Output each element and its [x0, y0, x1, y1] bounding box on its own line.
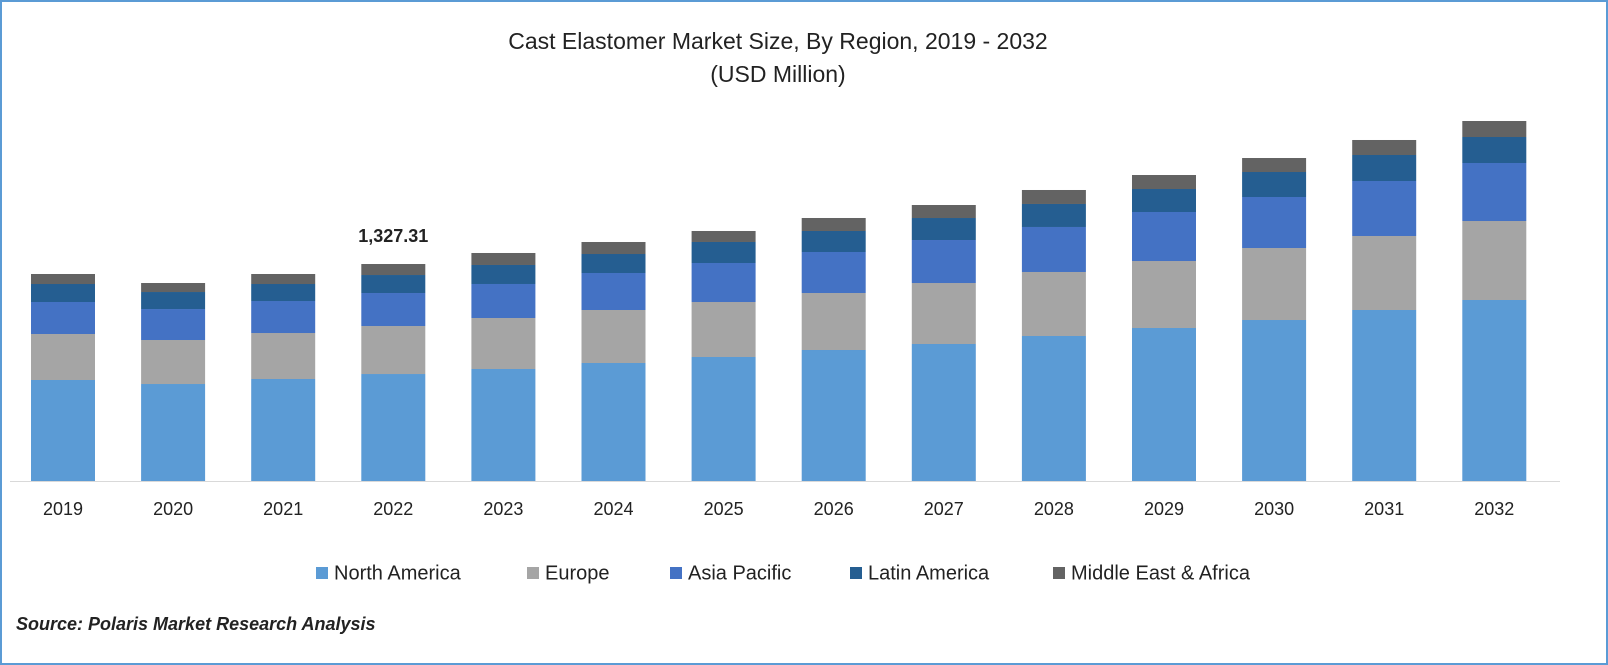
x-tick-label: 2028 [1034, 499, 1074, 519]
bar-segment [471, 317, 536, 369]
x-tick-label: 2030 [1254, 499, 1294, 519]
bar-segment [691, 302, 756, 358]
bar-segment [1242, 172, 1307, 198]
bar-segment [1462, 162, 1527, 222]
x-tick-label: 2026 [814, 499, 854, 519]
legend-swatch [527, 567, 539, 579]
legend-label: Asia Pacific [688, 562, 791, 584]
data-label: 1,327.31 [358, 226, 428, 246]
bar-segment [251, 333, 316, 380]
bar-segment [581, 363, 646, 481]
bar-segment [251, 274, 316, 285]
bar-segment [1242, 320, 1307, 481]
x-tick-label: 2023 [483, 499, 523, 519]
bar-segment [361, 275, 426, 294]
bar-segment [1352, 309, 1417, 481]
bar-segment [911, 218, 976, 241]
bar-segment [1132, 212, 1196, 262]
x-tick-label: 2029 [1144, 499, 1184, 519]
bar-segment [1132, 261, 1196, 328]
bar-segment [251, 379, 316, 481]
bar-segment [361, 293, 426, 327]
x-tick-label: 2022 [373, 499, 413, 519]
bar-segment [251, 284, 316, 302]
x-tick-label: 2024 [593, 499, 633, 519]
bar-segment [471, 264, 536, 284]
bar-segment [801, 217, 866, 231]
bar-segment [31, 274, 95, 285]
bar-segment [471, 368, 536, 481]
bar-segment [1132, 175, 1196, 190]
bar-segment [1242, 248, 1307, 321]
bar-segment [581, 242, 646, 255]
x-tick-label: 2027 [924, 499, 964, 519]
x-tick-label: 2019 [43, 499, 83, 519]
x-tick-label: 2025 [704, 499, 744, 519]
bar-segment [471, 283, 536, 318]
bar-segment [1021, 189, 1086, 204]
bar-segment [691, 230, 756, 242]
bar-segment [141, 309, 206, 341]
x-tick-label: 2032 [1474, 499, 1514, 519]
bar-segment [361, 326, 426, 375]
bar-segment [1352, 155, 1417, 181]
bar-segment [1132, 327, 1196, 481]
bar-segment [1352, 235, 1417, 310]
bar-segment [1132, 189, 1196, 213]
bar-segment [1021, 335, 1086, 481]
bar-segment [911, 240, 976, 284]
bar-segment [691, 241, 756, 263]
bar-segment [1462, 121, 1527, 138]
bar-segment [141, 340, 206, 385]
legend-label: North America [334, 562, 462, 584]
bar-segment [581, 309, 646, 364]
chart-title: Cast Elastomer Market Size, By Region, 2… [508, 28, 1047, 54]
x-tick-label: 2021 [263, 499, 303, 519]
legend-swatch [850, 567, 862, 579]
bar-segment [691, 262, 756, 303]
bar-segment [801, 230, 866, 252]
legend-swatch [316, 567, 328, 579]
bar-segment [911, 283, 976, 345]
bar-segment [31, 333, 95, 381]
bar-segment [1021, 271, 1086, 336]
bar-segment [1462, 299, 1527, 481]
bar-segment [141, 292, 206, 310]
bar-segment [471, 252, 536, 265]
bar-segment [581, 273, 646, 310]
bar-segment [911, 344, 976, 481]
source: Source: Polaris Market Research Analysis [16, 614, 376, 634]
bar-segment [141, 384, 206, 481]
bar-segment [1242, 158, 1307, 173]
bar-segment [581, 254, 646, 274]
bar-segment [1242, 197, 1307, 249]
bar-segment [31, 302, 95, 334]
bar-segment [801, 292, 866, 351]
bar-segment [691, 357, 756, 481]
bar-segment [1352, 139, 1417, 156]
legend-swatch [670, 567, 682, 579]
bar-segment [1352, 180, 1417, 236]
legend-swatch [1053, 567, 1065, 579]
x-tick-label: 2020 [153, 499, 193, 519]
legend-label: Middle East & Africa [1071, 562, 1251, 584]
bar-segment [31, 380, 95, 481]
legend-label: Latin America [868, 562, 990, 584]
x-tick-label: 2031 [1364, 499, 1404, 519]
bar-segment [801, 251, 866, 293]
bar-segment [911, 205, 976, 219]
bar-segment [31, 284, 95, 303]
bar-segment [1462, 137, 1527, 163]
bar-segment [1021, 203, 1086, 227]
bar-segment [361, 374, 426, 481]
bar-segment [361, 264, 426, 276]
chart-subtitle: (USD Million) [710, 61, 845, 87]
bar-segment [141, 283, 206, 293]
bar-segment [1021, 226, 1086, 272]
legend-label: Europe [545, 562, 610, 584]
bar-segment [1462, 221, 1527, 300]
bar-segment [801, 350, 866, 481]
bar-segment [251, 301, 316, 334]
